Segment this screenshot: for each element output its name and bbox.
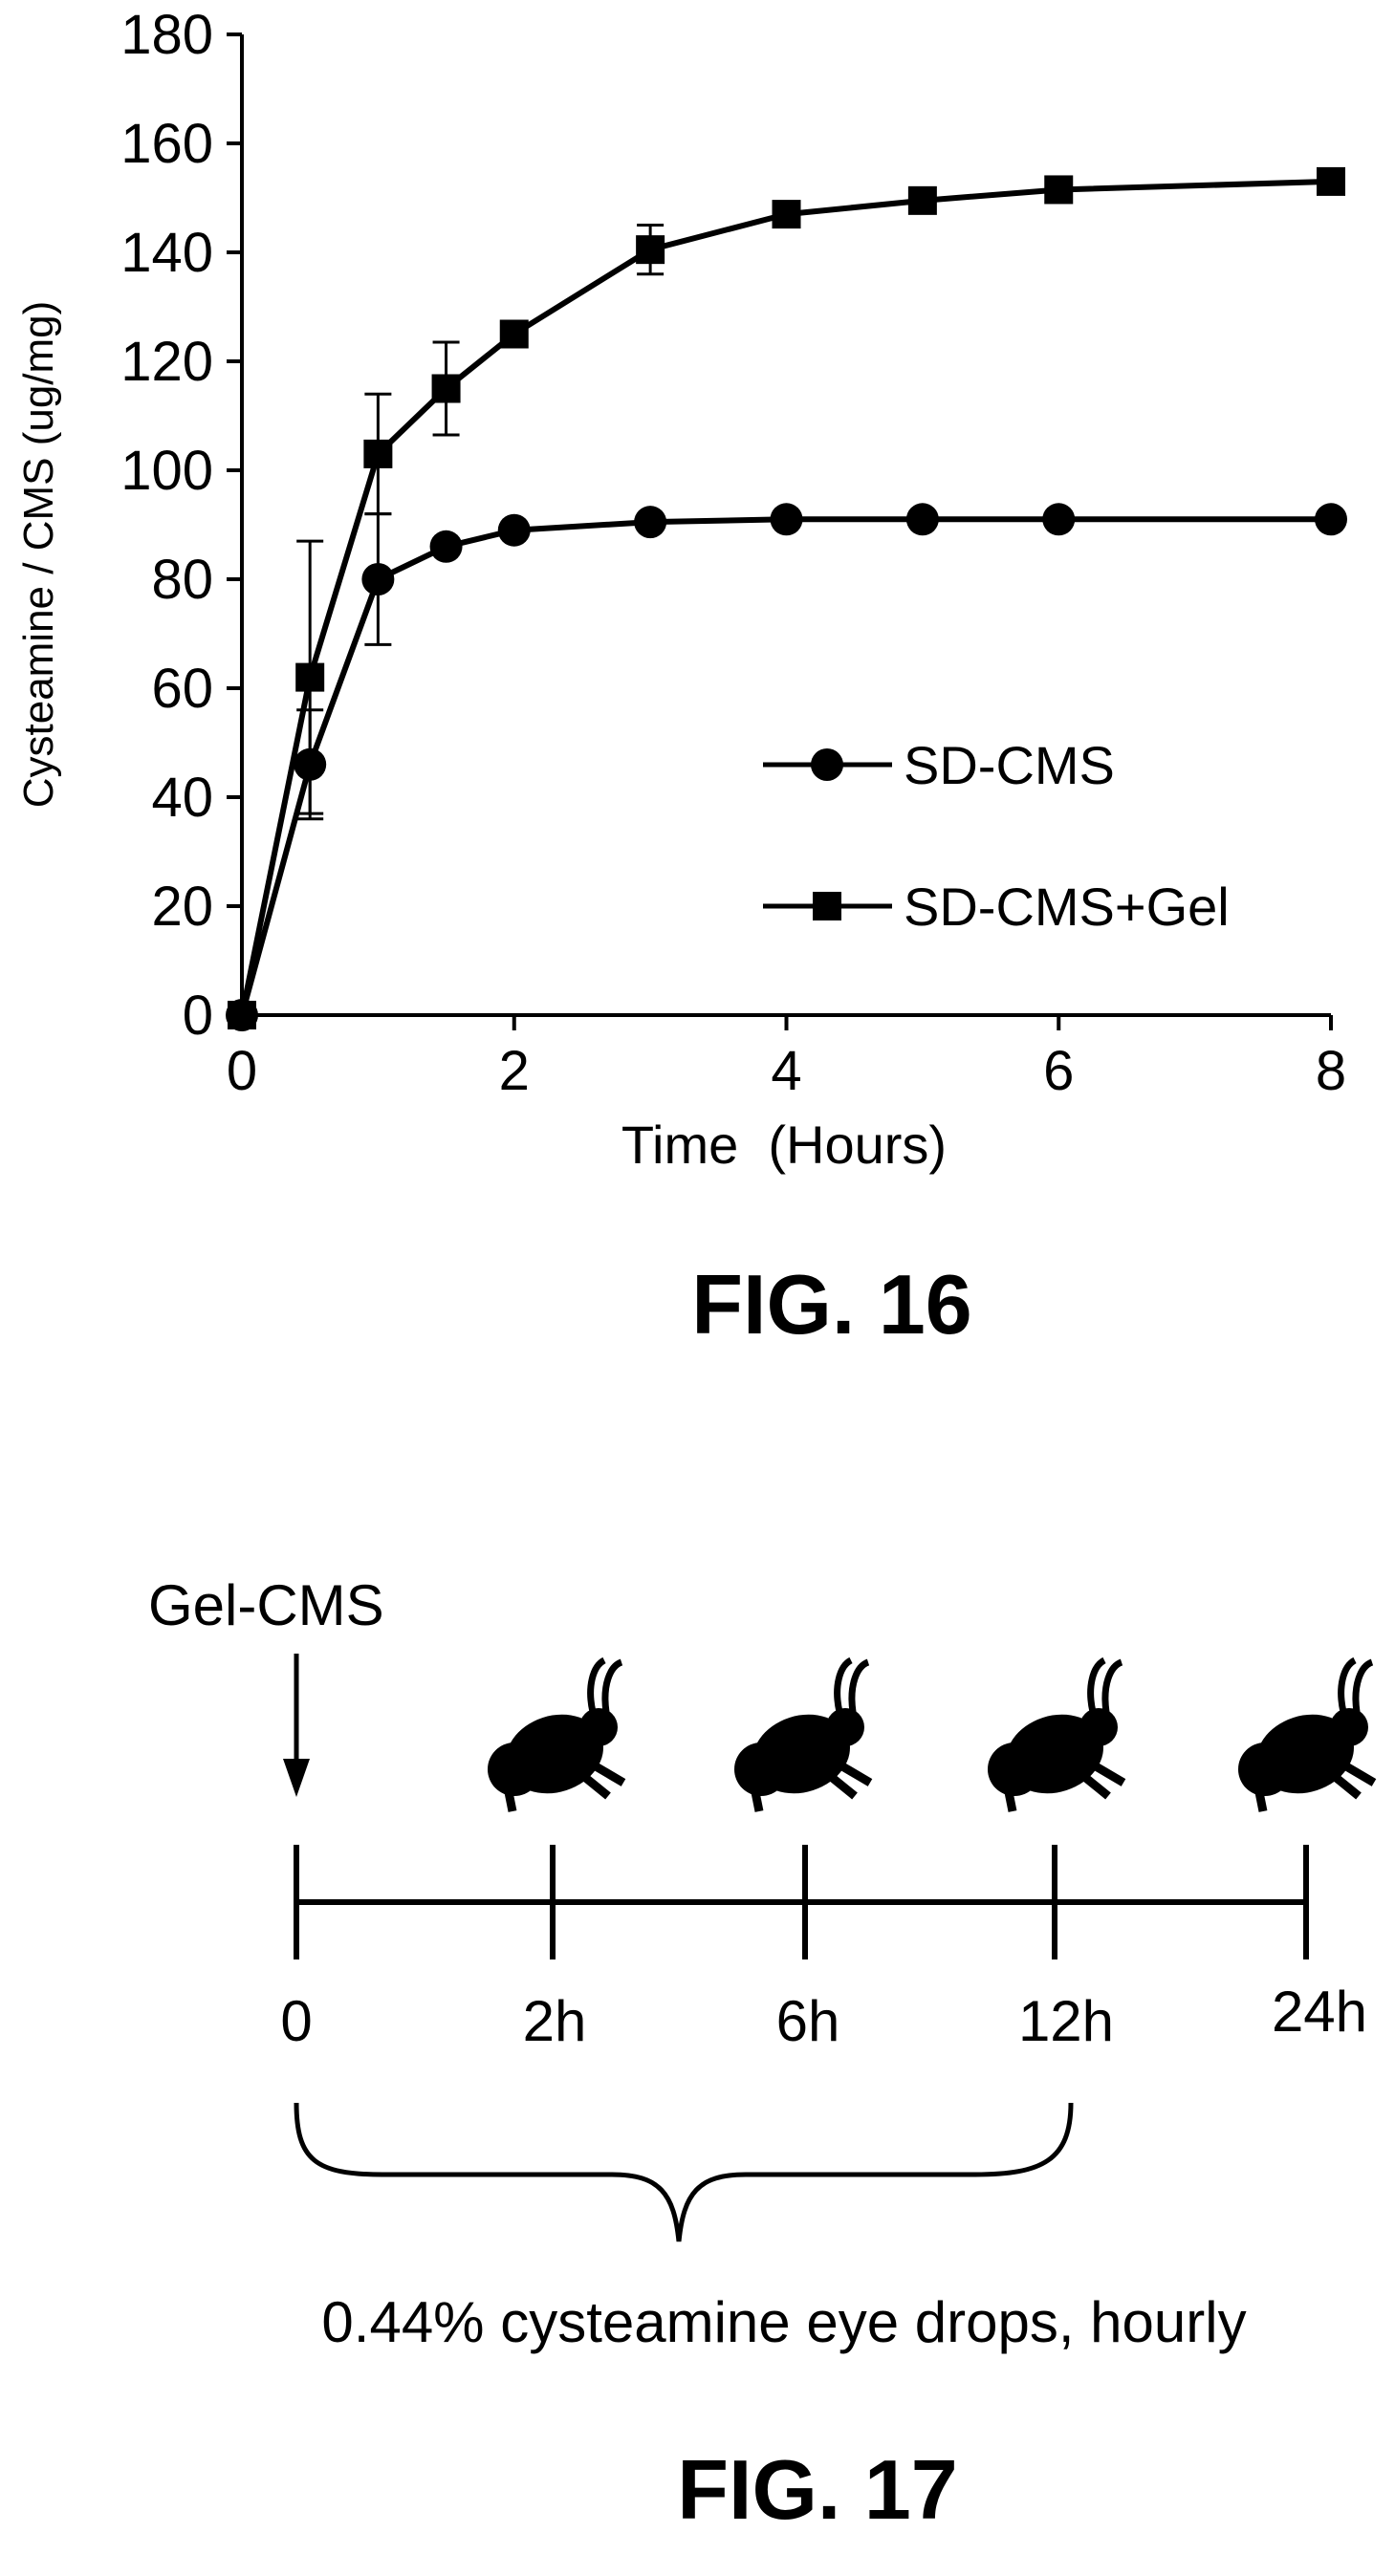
data-point-circle [497, 513, 531, 547]
x-tick-label: 2 [499, 1040, 530, 1102]
data-point-square [1317, 166, 1345, 196]
legend-marker-square [813, 892, 841, 920]
timepoint-label-2h: 2h [523, 1989, 587, 2053]
data-point-square [499, 319, 529, 349]
rabbit-icon [988, 1660, 1123, 1811]
data-point-square [907, 185, 937, 215]
fig17-diagram: Gel-CMS 0 2h 6h 12h 2 [148, 1573, 1374, 2354]
data-point-square [431, 374, 461, 403]
chart-legend: SD-CMS SD-CMS+Gel [763, 735, 1230, 937]
y-tick-label: 160 [120, 113, 213, 175]
data-point-circle [1315, 503, 1347, 536]
y-tick-label: 40 [151, 767, 213, 829]
timepoint-label-24h: 24h [1272, 1980, 1367, 2044]
brace-label: 0.44% cysteamine eye drops, hourly [321, 2290, 1246, 2354]
data-point-square [363, 439, 393, 468]
y-tick-label: 60 [151, 658, 213, 720]
rabbit-icon [734, 1660, 870, 1811]
y-tick-label: 20 [151, 876, 213, 938]
fig16-chart: 0 20 40 60 80 100 120 140 160 180 0 2 4 6 8 Cysteamin… [15, 4, 1347, 1175]
legend-label-sd-cms-gel: SD-CMS+Gel [904, 877, 1230, 937]
data-point-square [772, 200, 801, 229]
data-point-circle [634, 506, 667, 539]
timepoint-label-12h: 12h [1018, 1989, 1114, 2053]
x-tick-label: 8 [1316, 1040, 1346, 1102]
y-tick-label: 80 [151, 549, 213, 611]
data-point-circle [770, 503, 803, 536]
x-tick-label: 0 [227, 1040, 257, 1102]
down-arrow-head [283, 1759, 310, 1797]
x-ticks-group: 0 2 4 6 8 [227, 1015, 1346, 1102]
data-point-circle [1042, 503, 1076, 536]
data-point-circle [905, 503, 939, 536]
x-tick-label: 4 [771, 1040, 801, 1102]
data-point-circle [361, 563, 395, 595]
series-sd-cms-gel [228, 166, 1345, 1029]
y-tick-label: 0 [183, 985, 213, 1047]
rabbit-icon [488, 1660, 623, 1811]
x-tick-label: 6 [1043, 1040, 1074, 1102]
series-layer [226, 166, 1347, 1031]
data-point-square [295, 662, 325, 692]
data-point-square [636, 235, 665, 265]
y-axis-label: Cysteamine / CMS (ug/mg) [15, 301, 62, 809]
x-axis-label: Time (Hours) [621, 1115, 947, 1175]
y-tick-label: 180 [120, 4, 213, 66]
gel-cms-label: Gel-CMS [148, 1573, 384, 1637]
legend-label-sd-cms: SD-CMS [904, 735, 1115, 795]
y-tick-label: 120 [120, 331, 213, 393]
y-tick-label: 140 [120, 222, 213, 284]
series-line-sd-cms [239, 516, 1331, 1016]
fig17-caption: FIG. 17 [677, 2442, 957, 2537]
data-point-square [1044, 175, 1074, 205]
y-tick-label: 100 [120, 440, 213, 502]
legend-marker-circle [811, 748, 843, 781]
timepoint-label-6h: 6h [776, 1989, 840, 2053]
y-ticks-group: 0 20 40 60 80 100 120 140 160 180 [120, 4, 242, 1047]
curly-brace [294, 2102, 1074, 2242]
rabbit-icon [1238, 1660, 1374, 1811]
fig16-caption: FIG. 16 [691, 1257, 971, 1352]
data-point-circle [429, 530, 463, 563]
data-point-square [228, 1001, 256, 1029]
timepoint-label-0: 0 [280, 1989, 312, 2053]
series-sd-cms [226, 503, 1347, 1031]
series-line-sd-cms-gel [239, 178, 1332, 1016]
